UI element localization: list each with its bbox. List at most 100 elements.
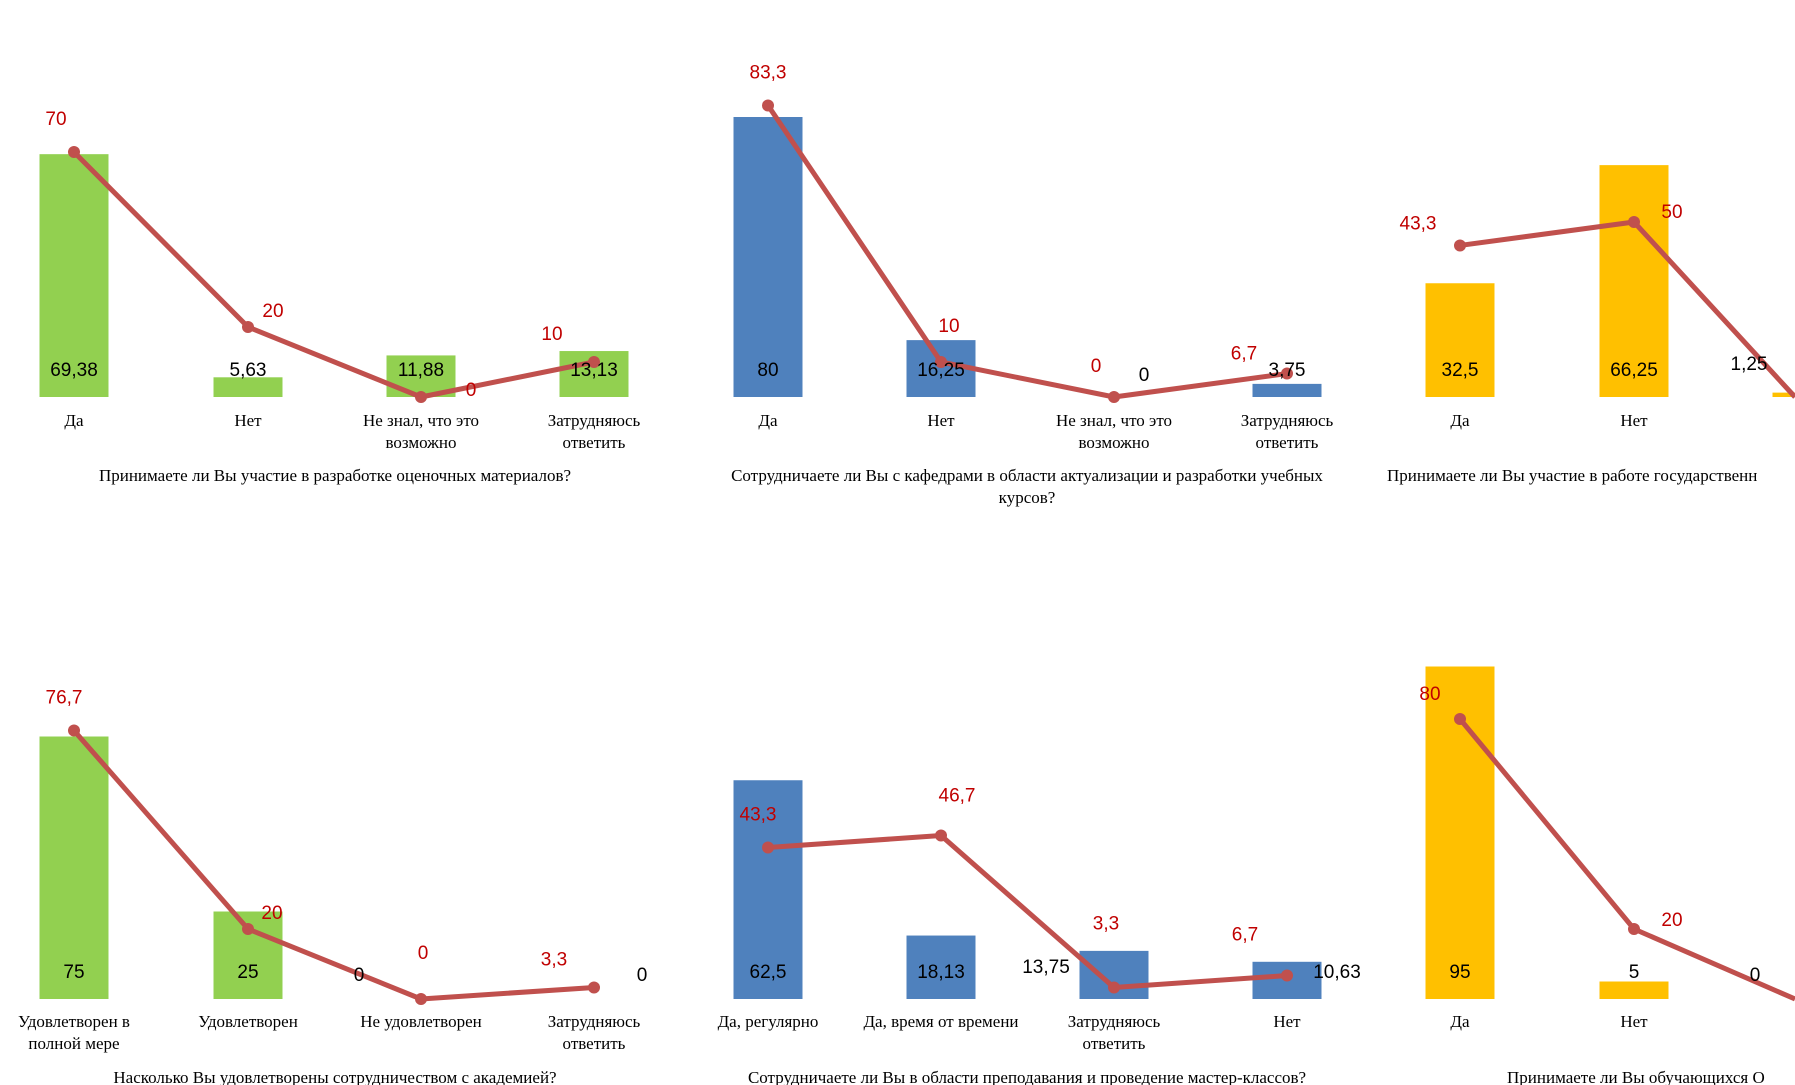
line-label-3: 0 (1091, 356, 1102, 377)
line-point-4 (1281, 367, 1293, 380)
line-point-4 (588, 356, 600, 368)
line-label-2: 20 (1661, 910, 1682, 931)
line-series (765, 104, 1288, 400)
bar-2 (1599, 165, 1669, 397)
line-point-2 (1628, 923, 1640, 935)
line-point-1 (1454, 239, 1466, 252)
category-label-1: Да, регулярно (718, 1012, 819, 1031)
category-label-1: Да (1450, 411, 1470, 430)
bar-1 (39, 154, 109, 397)
bar-4 (1252, 383, 1322, 397)
line-point-3 (415, 391, 427, 403)
bar-label-2: 16,25 (917, 360, 965, 381)
bar-label-1: 80 (757, 360, 778, 381)
line-point-1 (762, 841, 774, 854)
line-label-1: 43,3 (1400, 213, 1437, 234)
line-point-3 (1108, 391, 1120, 403)
question-title: Принимаете ли Вы обучающихся О (1507, 1068, 1765, 1085)
line-point-2 (935, 829, 947, 842)
line-series (72, 150, 595, 400)
line-label-2: 46,7 (939, 786, 976, 807)
line-point-1 (68, 724, 80, 737)
chart-5: 43,3 46,7 3,3 6,7 62,5 18,13 13,75 10,63 Да, рег… (718, 780, 1361, 1085)
category-label-2: Нет (234, 411, 262, 430)
chart-1: 70 20 0 10 69,38 5,63 11,88 13,13 Да Нет Не знал, … (39, 109, 641, 485)
bar-label-2: 5 (1629, 962, 1640, 983)
line-label-2: 20 (261, 903, 282, 924)
chart-6: 80209550ДаНетНеПринимаете ли Вы обучающи… (1419, 666, 1795, 1085)
category-label-4: Нет (1273, 1012, 1301, 1031)
bar-label-3: 0 (354, 965, 365, 986)
bar-label-1: 75 (63, 962, 84, 983)
line-label-4: 6,7 (1232, 925, 1258, 946)
line-point-2 (242, 321, 254, 333)
line-label-1: 83,3 (750, 62, 787, 83)
bar-1 (733, 117, 803, 397)
bar-label-2: 25 (237, 962, 258, 983)
line-point-1 (1454, 713, 1466, 725)
bar-label-4: 3,75 (1269, 360, 1306, 381)
line-series (72, 728, 595, 1002)
bar-label-1: 69,38 (50, 360, 98, 381)
bar-label-2: 18,13 (917, 962, 965, 983)
line-label-1: 80 (1419, 684, 1440, 705)
chart-2: 83,3 10 0 6,7 80 16,25 0 3,75 Да Нет Не знал, что … (731, 62, 1333, 507)
category-label-4: Затрудняюсь ответить (548, 1012, 641, 1053)
question-title: Сотрудничаете ли Вы в области преподаван… (748, 1068, 1306, 1085)
bar-label-2: 66,25 (1610, 360, 1658, 381)
bar-1 (733, 780, 803, 999)
question-title: Принимаете ли Вы участие в работе госуда… (1387, 466, 1757, 485)
line-label-1: 70 (45, 109, 66, 130)
line-label-3: 0 (466, 380, 477, 401)
bar-1 (1425, 283, 1495, 397)
line-point-1 (762, 99, 774, 112)
category-label-2: Удовлетворен (198, 1012, 298, 1031)
bar-label-1: 32,5 (1442, 360, 1479, 381)
line-label-4: 3,3 (541, 949, 567, 970)
bar-label-4: 13,13 (570, 360, 618, 381)
bar-2 (906, 935, 976, 999)
line-label-4: 6,7 (1231, 344, 1257, 365)
line-point-3 (1108, 981, 1120, 994)
bar-label-3: 13,75 (1022, 957, 1070, 978)
bar-label-3: 1,25 (1731, 354, 1768, 375)
line-label-2: 20 (262, 301, 283, 322)
category-label-2: Нет (1620, 411, 1648, 430)
bar-label-4: 10,63 (1313, 962, 1361, 983)
bar-label-4: 0 (637, 965, 648, 986)
bar-2 (213, 377, 283, 397)
category-label-2: Да, время от времени (863, 1012, 1018, 1031)
bar-label-3: 11,88 (398, 360, 444, 381)
line-point-4 (588, 981, 600, 994)
category-label-3: Затрудняюсь ответить (1068, 1012, 1161, 1053)
line-label-1: 43,3 (740, 804, 777, 825)
category-label-1: Да (758, 411, 778, 430)
bar-2 (1599, 981, 1669, 999)
line-point-3 (415, 993, 427, 1005)
bar-1 (39, 736, 109, 999)
bar-label-3: 0 (1750, 965, 1761, 986)
line-series (767, 833, 1288, 990)
line-label-2: 10 (938, 316, 959, 337)
category-label-3: Не удовлетворен (360, 1012, 481, 1031)
line-point-1 (68, 146, 80, 158)
bar-label-3: 0 (1139, 365, 1150, 386)
category-label-1: Да (64, 411, 84, 430)
line-point-4 (1281, 969, 1293, 982)
chart-4: 76,7 20 0 3,3 75 25 0 0 Удовлетворен в полной мер… (18, 688, 647, 1085)
line-label-4: 10 (541, 324, 562, 345)
question-title: Насколько Вы удовлетворены сотрудничеств… (113, 1068, 556, 1085)
line-point-2 (1628, 216, 1640, 228)
line-series (1458, 717, 1795, 1002)
line-label-2: 50 (1661, 202, 1682, 223)
bar-label-2: 5,63 (230, 360, 267, 381)
bar-label-1: 62,5 (750, 962, 787, 983)
line-label-3: 0 (418, 943, 429, 964)
category-label-4: Затрудняюсь ответить (548, 411, 641, 452)
category-label-3: Не знал, что это возможно (363, 411, 479, 452)
line-point-2 (935, 356, 947, 368)
category-label-4: Затрудняюсь ответить (1241, 411, 1334, 452)
line-point-2 (242, 923, 254, 935)
